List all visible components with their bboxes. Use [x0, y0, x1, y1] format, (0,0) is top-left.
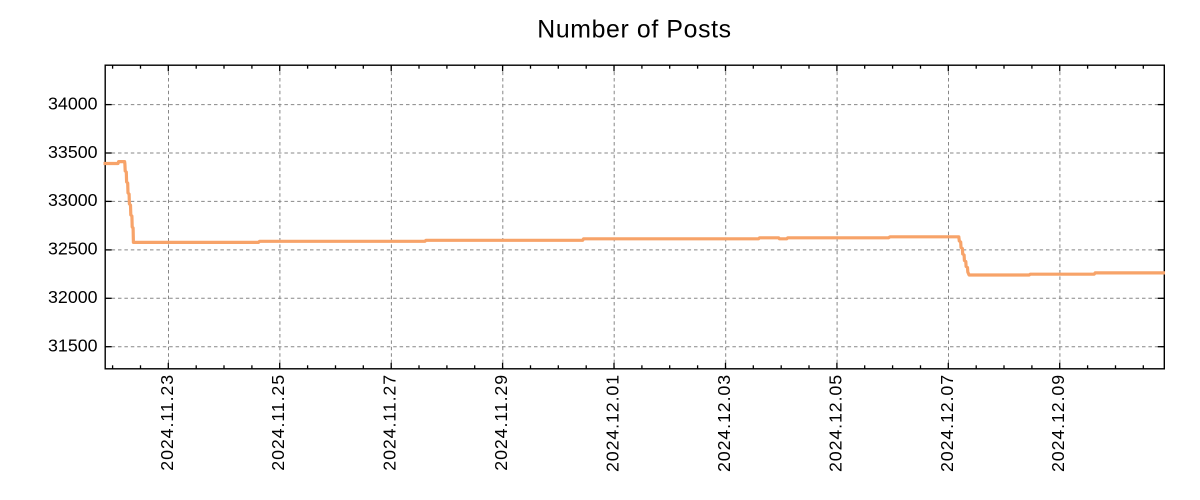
- svg-text:32500: 32500: [48, 239, 98, 259]
- svg-text:34000: 34000: [48, 93, 98, 113]
- svg-text:2024.12.05: 2024.12.05: [825, 374, 845, 472]
- svg-text:2024.11.25: 2024.11.25: [268, 374, 288, 471]
- svg-text:2024.11.29: 2024.11.29: [491, 374, 511, 471]
- svg-text:2024.11.27: 2024.11.27: [380, 374, 400, 471]
- svg-text:Number of Posts: Number of Posts: [537, 16, 731, 43]
- svg-text:2024.12.09: 2024.12.09: [1048, 374, 1068, 472]
- svg-text:32000: 32000: [48, 287, 98, 307]
- svg-text:2024.11.23: 2024.11.23: [157, 374, 177, 471]
- svg-text:33500: 33500: [48, 142, 98, 162]
- svg-text:31500: 31500: [48, 336, 98, 356]
- svg-text:2024.12.01: 2024.12.01: [603, 374, 623, 472]
- svg-text:33000: 33000: [48, 190, 98, 210]
- svg-text:2024.12.07: 2024.12.07: [937, 374, 957, 472]
- svg-text:2024.12.03: 2024.12.03: [714, 374, 734, 472]
